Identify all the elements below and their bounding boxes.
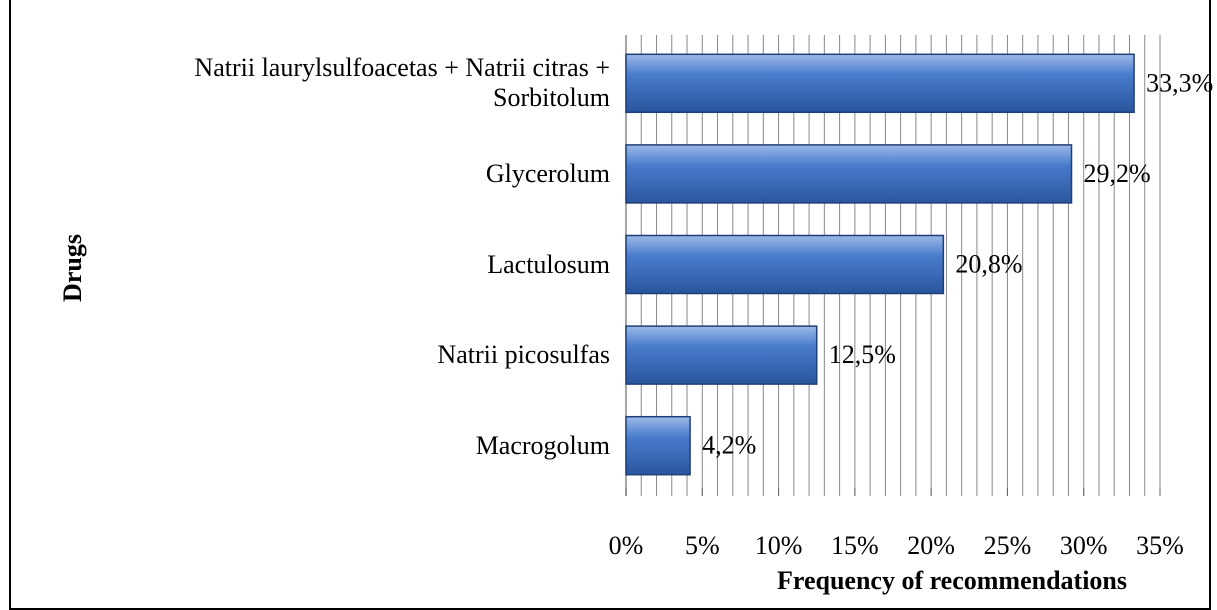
x-tick-label: 35% — [1136, 531, 1184, 560]
x-tick-label: 15% — [831, 531, 879, 560]
y-tick-label: Natrii laurylsulfoacetas + Natrii citras… — [194, 53, 610, 113]
bar — [625, 144, 1073, 204]
y-tick-label: Glycerolum — [485, 158, 610, 188]
x-tick-label: 30% — [1060, 531, 1108, 560]
x-tick-label: 25% — [984, 531, 1032, 560]
x-tick-label: 5% — [685, 531, 720, 560]
bar — [625, 53, 1135, 114]
x-tick-label: 0% — [609, 531, 644, 560]
y-tick-label: Natrii picosulfas — [437, 340, 610, 370]
value-label: 33,3% — [1146, 68, 1213, 97]
bar — [625, 415, 691, 476]
value-label: 4,2% — [702, 431, 756, 460]
x-tick-label: 10% — [755, 531, 803, 560]
x-tick-label: 20% — [907, 531, 955, 560]
y-tick-label: Lactulosum — [487, 249, 610, 279]
y-tick-label: Macrogolum — [475, 430, 610, 460]
bar — [625, 234, 945, 295]
chart-frame — [9, 0, 1211, 610]
bar — [625, 325, 818, 385]
y-axis-label: Drugs — [58, 234, 87, 302]
value-label: 29,2% — [1084, 159, 1151, 188]
value-label: 12,5% — [829, 340, 896, 369]
value-label: 20,8% — [955, 249, 1022, 278]
x-axis-label: Frequency of recommendations — [777, 566, 1127, 595]
